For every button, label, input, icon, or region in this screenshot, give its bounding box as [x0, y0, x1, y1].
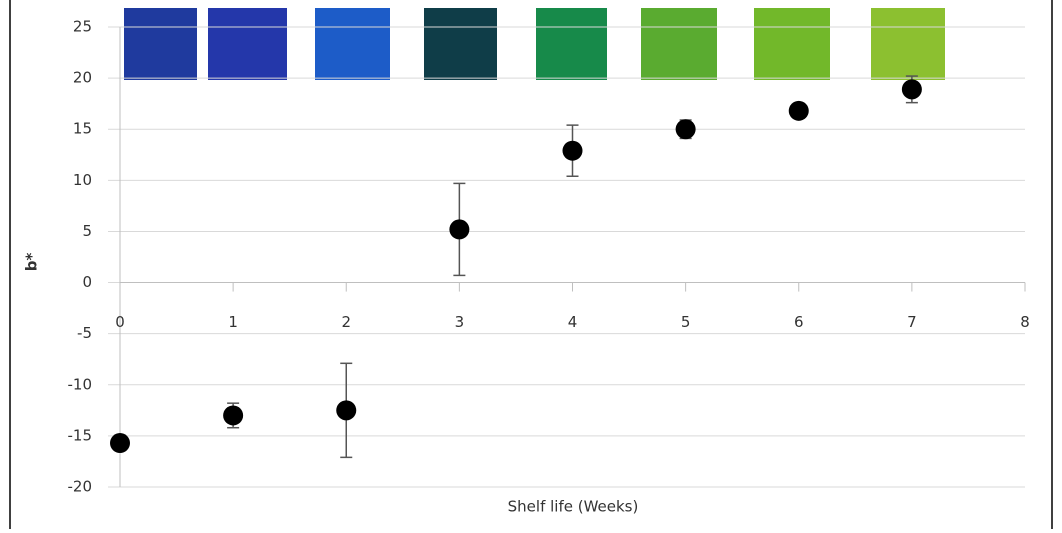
swatch	[208, 8, 287, 80]
x-tick-label: 7	[907, 313, 917, 331]
y-tick-label: 0	[82, 273, 92, 291]
y-tick-label: 5	[82, 222, 92, 240]
data-point	[902, 79, 922, 99]
data-point	[223, 405, 243, 425]
x-tick-label: 2	[341, 313, 351, 331]
x-tick-label: 1	[228, 313, 238, 331]
data-point	[789, 101, 809, 121]
x-tick-label: 5	[681, 313, 691, 331]
data-point	[563, 141, 583, 161]
swatch	[536, 8, 607, 80]
chart: b* Shelf life (Weeks) -20-15-10-50510152…	[0, 0, 1062, 529]
y-tick-label: -15	[68, 426, 93, 444]
y-tick-label: -10	[68, 375, 93, 393]
data-point	[336, 400, 356, 420]
y-tick-label: -5	[77, 324, 92, 342]
swatch	[124, 8, 197, 80]
y-tick-label: 20	[73, 69, 92, 87]
y-axis-label: b*	[23, 253, 41, 272]
data-point	[110, 433, 130, 453]
y-tick-label: 15	[73, 120, 92, 138]
data-point	[449, 219, 469, 239]
x-tick-label: 6	[794, 313, 804, 331]
y-tick-label: 10	[73, 171, 92, 189]
swatch	[641, 8, 717, 80]
x-tick-label: 4	[568, 313, 578, 331]
y-tick-label: 25	[73, 18, 92, 36]
x-axis-label: Shelf life (Weeks)	[508, 498, 639, 516]
swatch	[424, 8, 497, 80]
y-tick-label: -20	[68, 478, 93, 496]
swatch	[754, 8, 830, 80]
swatch	[871, 8, 945, 80]
x-tick-label: 3	[455, 313, 465, 331]
x-tick-label: 0	[115, 313, 125, 331]
data-point	[676, 119, 696, 139]
x-tick-label: 8	[1020, 313, 1030, 331]
swatch	[315, 8, 390, 80]
color-swatches	[124, 8, 945, 80]
